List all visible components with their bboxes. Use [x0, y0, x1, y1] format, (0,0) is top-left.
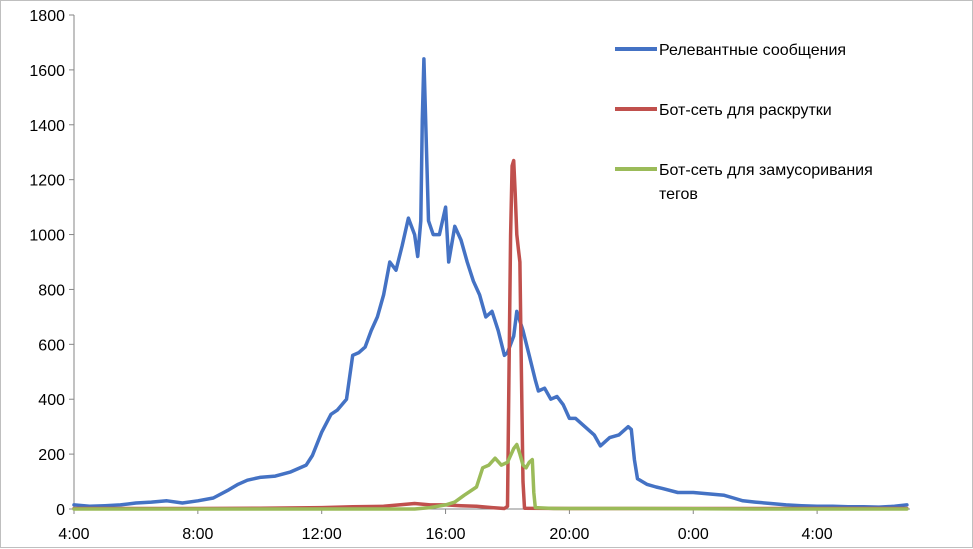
x-tick-label: 12:00 — [302, 526, 342, 543]
x-tick-label: 0:00 — [678, 526, 709, 543]
y-tick-label: 600 — [38, 337, 65, 354]
series-line-3 — [72, 442, 909, 511]
x-tick-label: 8:00 — [182, 526, 213, 543]
series-line-1 — [72, 57, 909, 509]
legend-label-2: Бот-сеть для раскрутки — [659, 102, 832, 119]
y-tick-label: 1400 — [29, 118, 65, 135]
y-tick-label: 800 — [38, 282, 65, 299]
x-tick-label: 16:00 — [426, 526, 466, 543]
x-tick-label: 4:00 — [58, 526, 89, 543]
x-tick-label: 20:00 — [549, 526, 589, 543]
y-tick-label: 1800 — [29, 8, 65, 25]
legend-label-3: Бот-сеть для замусоривания тегов — [659, 162, 873, 203]
y-tick-label: 1600 — [29, 63, 65, 80]
legend-label-1: Релевантные сообщения — [659, 42, 846, 59]
series-lines — [72, 57, 909, 511]
x-tick-labels: 4:00 8:00 12:00 16:00 20:00 0:00 4:00 — [58, 526, 832, 543]
y-tick-label: 400 — [38, 392, 65, 409]
y-tick-label: 200 — [38, 447, 65, 464]
y-tick-label: 1000 — [29, 228, 65, 245]
y-tick-label: 1200 — [29, 173, 65, 190]
x-tick-label: 4:00 — [802, 526, 833, 543]
y-tick-labels: 0 200 400 600 800 1000 1200 1400 1600 1800 — [29, 8, 65, 519]
series-line-2 — [72, 158, 909, 511]
chart-axes — [69, 14, 910, 514]
y-tick-label: 0 — [56, 502, 65, 519]
chart-legend: Релевантные сообщения Бот-сеть для раскру… — [615, 42, 873, 203]
